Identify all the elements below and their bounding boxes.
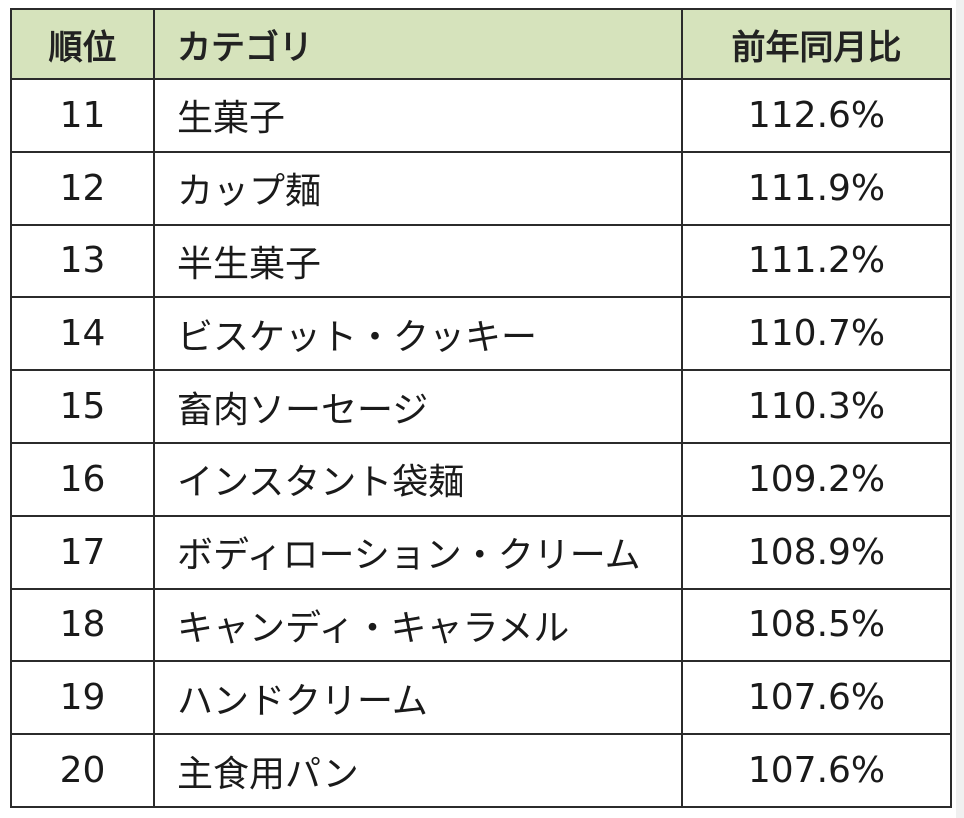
- cell-ratio: 108.5%: [681, 587, 952, 663]
- cell-ratio: 108.9%: [681, 514, 952, 590]
- cell-ratio: 109.2%: [681, 441, 952, 517]
- vertical-scrollbar[interactable]: [956, 0, 964, 818]
- cell-category: キャンディ・キャラメル: [153, 587, 683, 663]
- header-category: カテゴリ: [153, 8, 683, 80]
- cell-ratio: 111.2%: [681, 223, 952, 299]
- cell-rank: 14: [10, 296, 155, 372]
- cell-category: カップ麺: [153, 150, 683, 226]
- cell-category: 主食用パン: [153, 733, 683, 808]
- table-row: 17 ボディローション・クリーム 108.9%: [10, 514, 952, 590]
- cell-category: ハンドクリーム: [153, 660, 683, 736]
- table-row: 19 ハンドクリーム 107.6%: [10, 660, 952, 736]
- table-row: 13 半生菓子 111.2%: [10, 223, 952, 299]
- cell-ratio: 112.6%: [681, 78, 952, 153]
- table-row: 14 ビスケット・クッキー 110.7%: [10, 296, 952, 372]
- cell-rank: 17: [10, 514, 155, 590]
- cell-category: インスタント袋麺: [153, 441, 683, 517]
- cell-ratio: 110.3%: [681, 369, 952, 444]
- cell-ratio: 107.6%: [681, 660, 952, 736]
- table-header-row: 順位 カテゴリ 前年同月比: [10, 8, 952, 80]
- header-rank: 順位: [10, 8, 155, 80]
- cell-rank: 19: [10, 660, 155, 736]
- cell-rank: 20: [10, 733, 155, 808]
- table-row: 15 畜肉ソーセージ 110.3%: [10, 369, 952, 444]
- cell-ratio: 110.7%: [681, 296, 952, 372]
- cell-rank: 15: [10, 369, 155, 444]
- cell-category: ビスケット・クッキー: [153, 296, 683, 372]
- cell-rank: 12: [10, 150, 155, 226]
- cell-category: 半生菓子: [153, 223, 683, 299]
- cell-category: 畜肉ソーセージ: [153, 369, 683, 444]
- cell-rank: 13: [10, 223, 155, 299]
- ranking-table: 順位 カテゴリ 前年同月比 11 生菓子 112.6% 12 カップ麺 111.…: [10, 8, 952, 808]
- table-row: 18 キャンディ・キャラメル 108.5%: [10, 587, 952, 663]
- table-row: 12 カップ麺 111.9%: [10, 150, 952, 226]
- cell-rank: 16: [10, 441, 155, 517]
- cell-category: 生菓子: [153, 78, 683, 153]
- header-ratio: 前年同月比: [681, 8, 952, 80]
- ranking-table-container: 順位 カテゴリ 前年同月比 11 生菓子 112.6% 12 カップ麺 111.…: [10, 8, 952, 808]
- table-row: 16 インスタント袋麺 109.2%: [10, 441, 952, 517]
- cell-rank: 11: [10, 78, 155, 153]
- table-row: 11 生菓子 112.6%: [10, 78, 952, 153]
- cell-ratio: 111.9%: [681, 150, 952, 226]
- table-row: 20 主食用パン 107.6%: [10, 733, 952, 808]
- cell-category: ボディローション・クリーム: [153, 514, 683, 590]
- cell-ratio: 107.6%: [681, 733, 952, 808]
- cell-rank: 18: [10, 587, 155, 663]
